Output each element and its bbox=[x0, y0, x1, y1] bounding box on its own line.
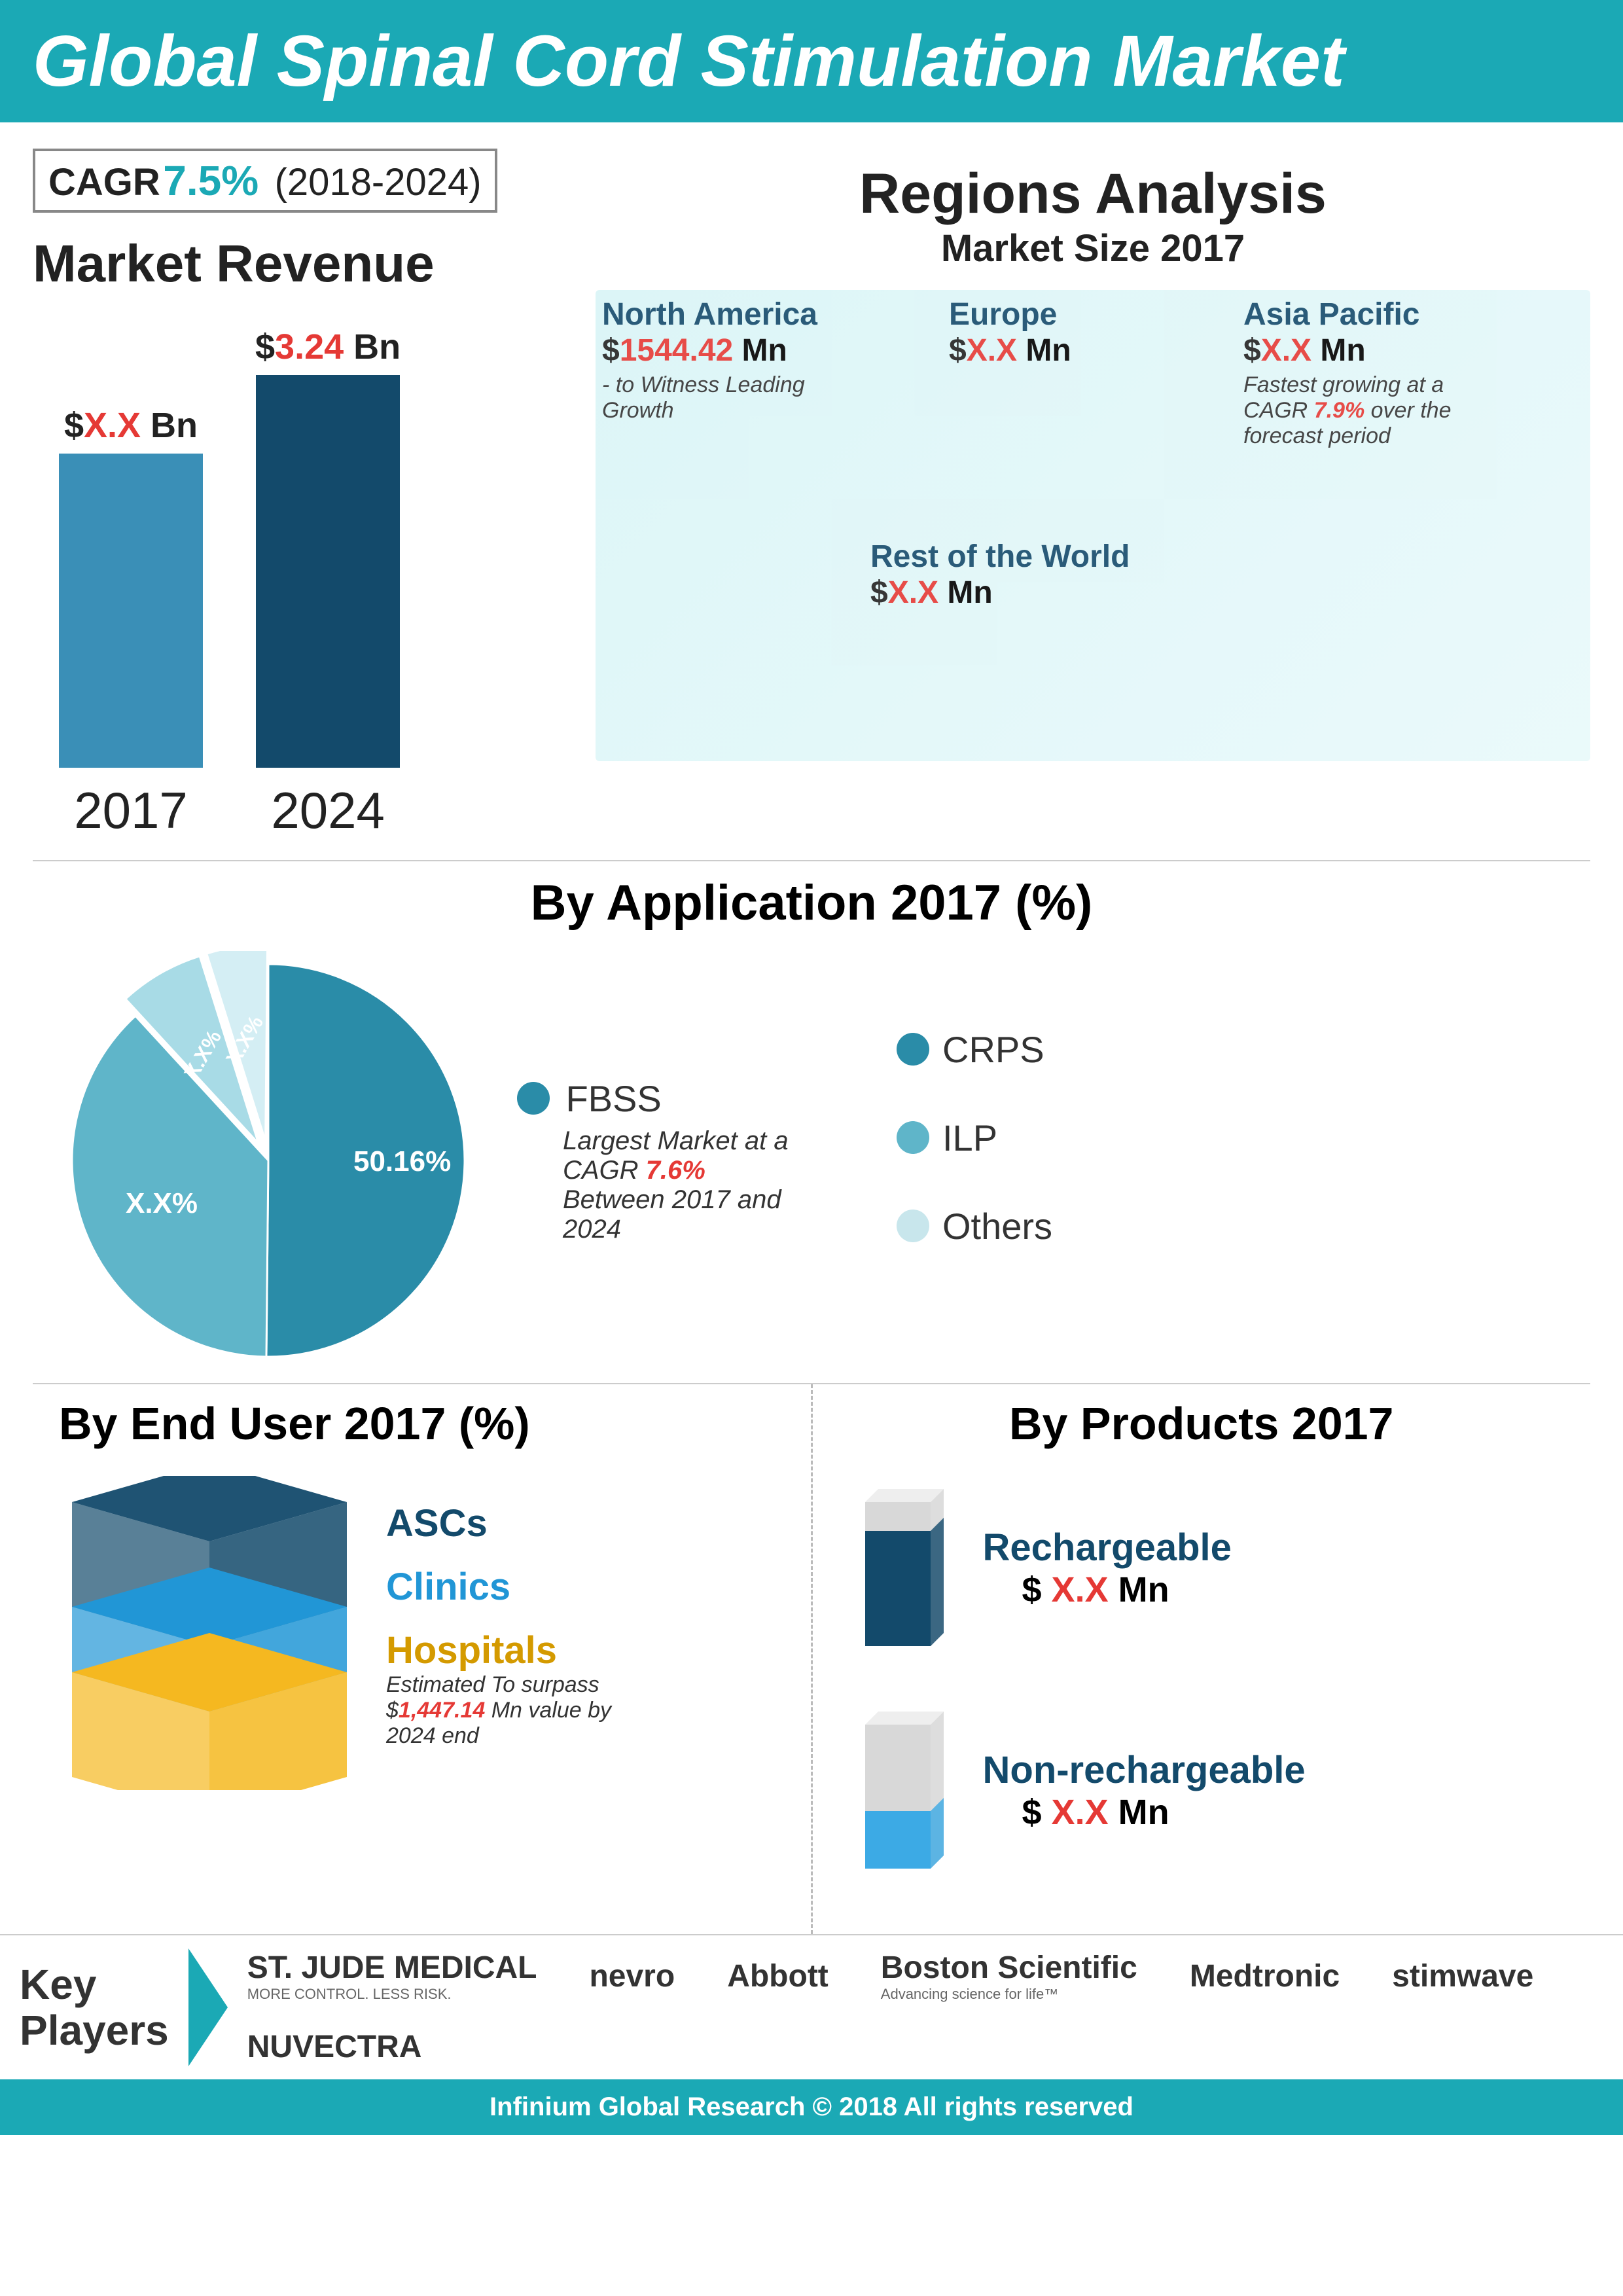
legend-item: Others bbox=[897, 1205, 1564, 1247]
fbss-note: Largest Market at a CAGR 7.6% Between 20… bbox=[563, 1126, 798, 1244]
application-legend: CRPS ILP Others bbox=[897, 1028, 1564, 1293]
product-bar-icon bbox=[839, 1698, 957, 1882]
company-logo: Boston ScientificAdvancing science for l… bbox=[881, 1950, 1137, 2003]
enduser-item: ASCs bbox=[386, 1501, 785, 1545]
fbss-dot-icon bbox=[517, 1082, 550, 1115]
page-title: Global Spinal Cord Stimulation Market bbox=[33, 20, 1590, 103]
cagr-value: 7.5% bbox=[163, 157, 259, 204]
arrow-icon bbox=[188, 1948, 228, 2066]
legend-dot-icon bbox=[897, 1033, 929, 1066]
company-logo: NUVECTRA bbox=[247, 2029, 422, 2065]
pie-slice-label: 50.16% bbox=[353, 1145, 451, 1178]
enduser-stack-icon bbox=[59, 1476, 360, 1793]
fbss-callout: FBSS Largest Market at a CAGR 7.6% Betwe… bbox=[517, 1077, 857, 1244]
enduser-title: By End User 2017 (%) bbox=[59, 1397, 785, 1450]
company-logo: Abbott bbox=[727, 1958, 829, 1994]
region-label: North America $1544.42 Mn - to Witness L… bbox=[602, 296, 851, 423]
region-label: Rest of the World $X.X Mn bbox=[870, 539, 1130, 611]
revenue-bar-chart: $X.X Bn 2017 $3.24 Bn 2024 bbox=[33, 314, 569, 840]
region-label: Asia Pacific $X.X Mn Fastest growing at … bbox=[1243, 296, 1492, 449]
enduser-item: Clinics bbox=[386, 1565, 785, 1609]
cagr-label: CAGR bbox=[48, 161, 160, 204]
legend-item: ILP bbox=[897, 1117, 1564, 1159]
application-title: By Application 2017 (%) bbox=[33, 874, 1590, 931]
revenue-bar: $X.X Bn 2017 bbox=[59, 405, 203, 840]
revenue-bar: $3.24 Bn 2024 bbox=[255, 327, 401, 840]
regions-title: Regions Analysis bbox=[596, 162, 1590, 226]
key-players-label: Key Players bbox=[20, 1962, 169, 2054]
world-map: North America $1544.42 Mn - to Witness L… bbox=[596, 290, 1590, 761]
enduser-item: HospitalsEstimated To surpass $1,447.14 … bbox=[386, 1628, 785, 1749]
cagr-period: (2018-2024) bbox=[275, 161, 482, 204]
application-pie-chart: 50.16%X.X%X.X%X.X% bbox=[59, 951, 478, 1370]
pie-slice-label: X.X% bbox=[126, 1187, 198, 1220]
footer: Infinium Global Research © 2018 All righ… bbox=[0, 2079, 1623, 2135]
legend-item: CRPS bbox=[897, 1028, 1564, 1071]
legend-dot-icon bbox=[897, 1210, 929, 1242]
revenue-title: Market Revenue bbox=[33, 234, 569, 294]
region-label: Europe $X.X Mn bbox=[949, 296, 1071, 368]
company-logo: ST. JUDE MEDICALMORE CONTROL. LESS RISK. bbox=[247, 1950, 537, 2003]
company-logo: Medtronic bbox=[1190, 1958, 1340, 1994]
product-bar-icon bbox=[839, 1476, 957, 1659]
company-logo: nevro bbox=[589, 1958, 675, 1994]
regions-subtitle: Market Size 2017 bbox=[596, 226, 1590, 270]
product-item: Non-rechargeable$ X.X Mn bbox=[839, 1698, 1565, 1882]
header-banner: Global Spinal Cord Stimulation Market bbox=[0, 0, 1623, 122]
cagr-badge: CAGR 7.5% (2018-2024) bbox=[33, 149, 497, 213]
product-item: Rechargeable$ X.X Mn bbox=[839, 1476, 1565, 1659]
legend-dot-icon bbox=[897, 1121, 929, 1154]
company-logo: stimwave bbox=[1392, 1958, 1533, 1994]
products-title: By Products 2017 bbox=[839, 1397, 1565, 1450]
fbss-name: FBSS bbox=[565, 1078, 661, 1119]
key-players-section: Key Players ST. JUDE MEDICALMORE CONTROL… bbox=[0, 1934, 1623, 2079]
